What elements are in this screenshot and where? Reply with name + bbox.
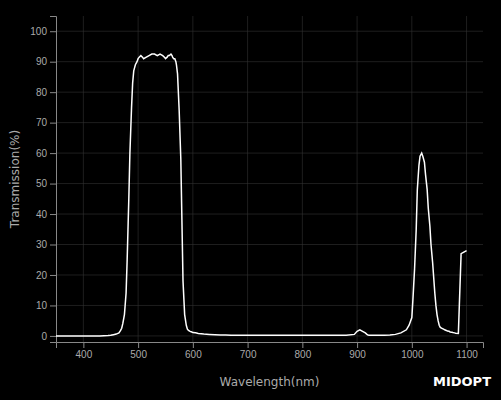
grid [56,16,483,342]
tick: 40 [36,209,56,220]
tick: 60 [36,148,56,159]
x-axis: 400 500 600 700 800 900 1000 1100 [57,342,484,360]
tick: 100 [30,26,56,37]
tick: 1000 [401,342,424,360]
grid-line-x [192,16,193,342]
tick-label: 80 [36,87,48,98]
grid-line-x [411,16,412,342]
tick: 1100 [456,342,478,360]
tick-mark [50,275,56,276]
tick: 0 [41,331,56,342]
tick-label: 900 [349,349,366,360]
grid-line-y [56,92,483,93]
tick: 70 [36,117,56,128]
tick-mark [50,305,56,306]
tick-mark [50,153,56,154]
tick: 20 [36,270,56,281]
watermark: MIDOPT [433,374,491,389]
transmission-line [56,54,467,336]
tick: 700 [240,342,257,360]
tick: 900 [349,342,366,360]
tick-label: 20 [36,270,48,281]
tick-mark [138,342,139,348]
grid-line-x [138,16,139,342]
tick-label: 0 [41,331,47,342]
x-axis-title: Wavelength(nm) [220,375,320,389]
tick-mark [302,342,303,348]
tick-mark [50,62,56,63]
marks [56,54,467,336]
tick-label: 60 [36,148,48,159]
y-axis: 0 10 20 30 40 50 60 70 80 90 100 [30,17,56,343]
tick-mark [50,92,56,93]
grid-line-y [56,274,483,275]
tick: 800 [295,342,312,360]
tick-label: 1000 [401,349,424,360]
tick: 90 [36,56,56,67]
tick-label: 50 [36,178,48,189]
tick-mark [50,31,56,32]
tick-mark [50,214,56,215]
grid-line-x [247,16,248,342]
tick-mark [50,336,56,337]
grid-line-y [56,214,483,215]
tick: 600 [185,342,202,360]
tick-label: 10 [36,300,48,311]
grid-line-x [83,16,84,342]
tick-label: 500 [130,349,147,360]
grid-line-x [466,16,467,342]
plot: 400 500 600 700 800 900 1000 1100 0 10 20 30 40 50 60 7… [30,16,483,360]
tick-label: 40 [36,209,48,220]
tick-label: 100 [30,26,47,37]
tick-label: 90 [36,56,48,67]
tick: 80 [36,87,56,98]
grid-line-y [56,244,483,245]
tick: 10 [36,300,56,311]
grid-line-y [56,61,483,62]
axis-line [57,343,484,349]
grid-line-y [56,122,483,123]
tick: 50 [36,178,56,189]
grid-line-x [302,16,303,342]
tick: 500 [130,342,147,360]
y-axis-title: Transmission(%) [8,130,22,229]
tick-mark [193,342,194,348]
tick: 30 [36,239,56,250]
tick-mark [467,342,468,348]
tick-label: 700 [240,349,257,360]
tick-mark [50,184,56,185]
tick-mark [248,342,249,348]
tick-label: 30 [36,239,48,250]
grid-line-y [56,31,483,32]
tick-mark [357,342,358,348]
grid-line-x [357,16,358,342]
tick-mark [83,342,84,348]
grid-line-y [56,153,483,154]
tick-label: 600 [185,349,202,360]
background [0,0,501,400]
axis-line [50,17,57,343]
tick-label: 400 [76,349,93,360]
chart: 400 500 600 700 800 900 1000 1100 0 10 20 30 40 50 60 7… [0,0,501,400]
tick-label: 1100 [456,349,478,360]
tick: 400 [76,342,93,360]
grid-line-y [56,183,483,184]
tick-label: 800 [295,349,312,360]
tick-mark [50,123,56,124]
grid-line-y [56,305,483,306]
tick-mark [50,245,56,246]
tick-label: 70 [36,117,48,128]
tick-mark [412,342,413,348]
